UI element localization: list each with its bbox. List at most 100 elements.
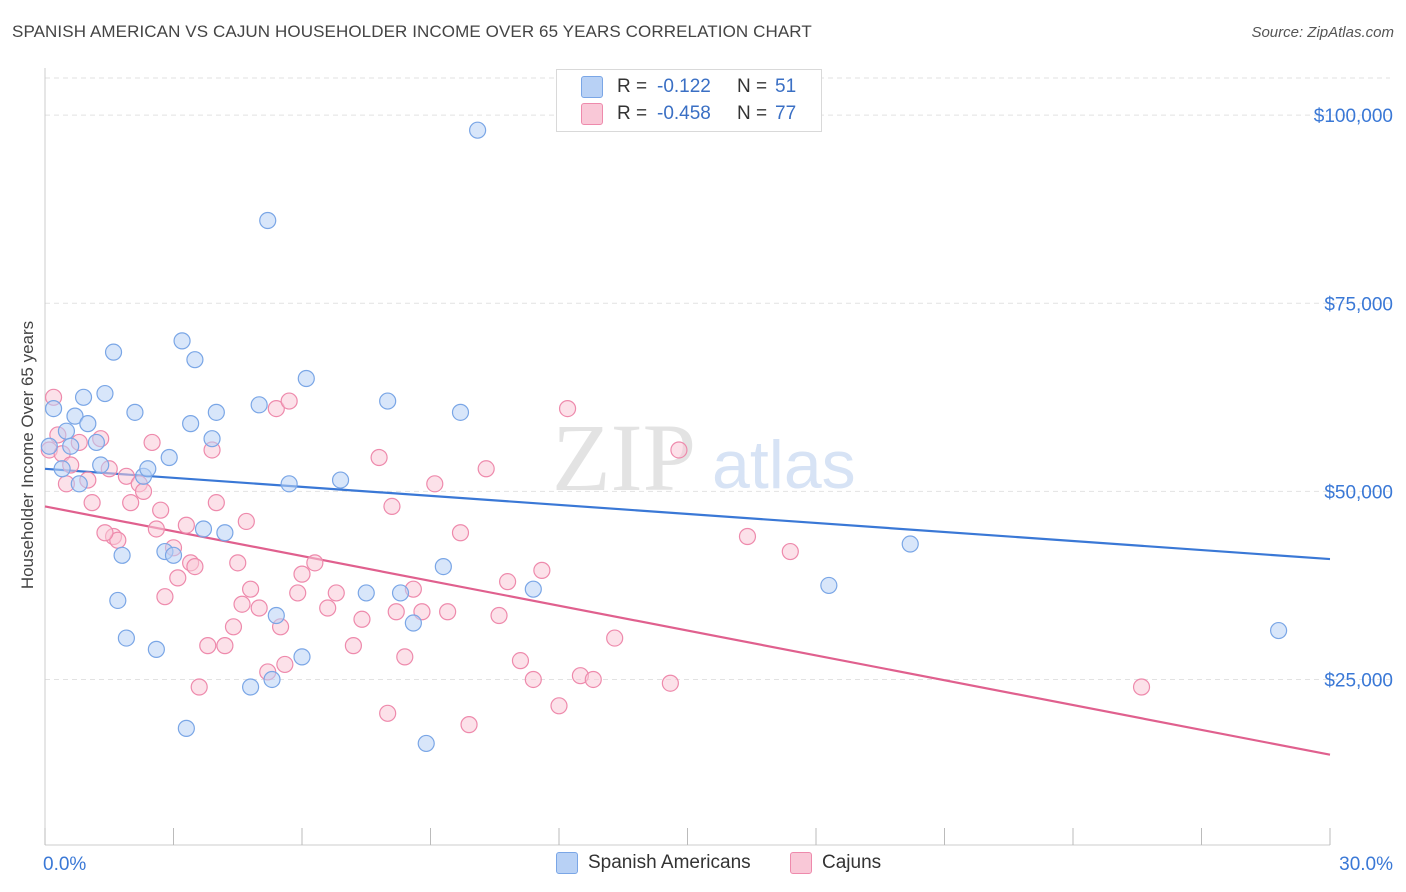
cajun-point — [229, 554, 247, 572]
cajun-point — [344, 637, 362, 655]
spanish-point — [96, 384, 114, 403]
cajun-point — [186, 558, 204, 576]
spanish-point — [293, 648, 311, 666]
cajun-point — [738, 527, 757, 546]
cajun-point — [306, 554, 324, 572]
cajun-point — [280, 392, 298, 410]
r-label: R = — [617, 103, 648, 124]
cajun-point — [781, 542, 799, 561]
legend-item-cajuns[interactable]: Cajuns — [790, 852, 881, 874]
cajun-point — [477, 460, 495, 478]
spanish-point — [44, 399, 63, 418]
cajun-trend-line — [44, 505, 1331, 756]
spanish-point — [92, 456, 110, 474]
cajun-point — [169, 569, 187, 587]
spanish-point — [331, 471, 350, 489]
cajun-point — [199, 637, 217, 655]
spanish-point — [524, 580, 542, 598]
cajun-point — [353, 610, 371, 628]
spanish-point — [160, 448, 178, 467]
spanish-point — [820, 576, 838, 595]
cajun-swatch — [581, 103, 603, 125]
x-tick-label: 0.0% — [43, 854, 86, 875]
cajun-point — [490, 606, 508, 625]
trend-lines — [44, 467, 1331, 756]
spanish-point — [53, 460, 71, 478]
spanish-point — [139, 460, 157, 478]
spanish-point — [203, 430, 221, 448]
spanish-point — [186, 351, 204, 369]
spanish-swatch — [581, 76, 603, 98]
cajun-point — [460, 716, 478, 734]
cajun-point — [550, 697, 568, 715]
y-tick-label: $50,000 — [1324, 482, 1393, 503]
spanish-point — [417, 734, 435, 753]
spanish-point — [207, 403, 225, 421]
cajun-point — [242, 580, 260, 598]
data-points — [40, 121, 1288, 753]
r-value: -0.122 — [657, 76, 711, 97]
y-tick-label: $75,000 — [1324, 294, 1393, 315]
cajun-point — [276, 655, 294, 674]
n-label: N = — [737, 76, 768, 97]
cajun-point — [293, 565, 311, 583]
spanish-point — [173, 332, 191, 350]
n-label: N = — [737, 103, 768, 124]
legend-label-spanish: Spanish Americans — [588, 852, 751, 873]
source-credit: Source: ZipAtlas.com — [1251, 24, 1394, 41]
spanish-point — [469, 121, 487, 139]
spanish-point — [250, 396, 268, 414]
watermark-zip: ZIP — [552, 404, 696, 511]
cajun-point — [289, 584, 307, 602]
n-value: 77 — [775, 103, 797, 124]
cajun-point — [670, 441, 688, 459]
cajun-point — [216, 637, 234, 655]
spanish-point — [57, 422, 76, 440]
spanish-point — [79, 415, 97, 433]
cajun-point — [83, 494, 101, 512]
spanish-point — [357, 584, 375, 602]
cajun-point — [584, 670, 602, 689]
cajun-point — [147, 520, 165, 538]
spanish-point — [259, 211, 277, 230]
y-tick-label: $25,000 — [1324, 670, 1393, 691]
spanish-point — [126, 403, 144, 421]
stats-legend: R = -0.122 N = 51 R = -0.458 N = 77 — [556, 69, 822, 132]
legend-label-cajuns: Cajuns — [822, 852, 882, 873]
spanish-point — [87, 433, 106, 452]
spanish-point — [297, 369, 315, 388]
r-label: R = — [617, 76, 648, 97]
spanish-point — [267, 606, 285, 625]
spanish-point — [40, 437, 58, 455]
spanish-point — [109, 591, 127, 610]
cajun-point — [224, 618, 243, 636]
r-value: -0.458 — [657, 103, 711, 124]
cajun-point — [327, 584, 345, 602]
spanish-legend-swatch — [556, 852, 578, 874]
cajun-point — [370, 448, 388, 467]
cajun-point — [383, 497, 401, 516]
spanish-point — [164, 546, 183, 564]
x-tick-label: 30.0% — [1339, 854, 1393, 875]
spanish-point — [194, 520, 213, 538]
spanish-point — [182, 415, 200, 433]
spanish-point — [74, 388, 93, 406]
cajun-point — [134, 482, 153, 500]
n-value: 51 — [775, 76, 797, 97]
cajun-point — [661, 674, 679, 692]
stats-row-spanish: R = -0.122 N = 51 — [581, 74, 796, 100]
cajun-point — [524, 670, 542, 689]
spanish-point — [379, 392, 397, 410]
cajun-point — [143, 433, 161, 452]
cajun-point — [177, 516, 195, 534]
spanish-point — [104, 343, 123, 361]
legend-item-spanish[interactable]: Spanish Americans — [556, 852, 751, 874]
cajun-point — [207, 494, 225, 512]
cajun-point — [1132, 678, 1151, 696]
spanish-point — [117, 629, 135, 647]
cajun-legend-swatch — [790, 852, 812, 874]
spanish-point — [263, 670, 281, 689]
cajun-point — [426, 475, 444, 493]
spanish-point — [391, 584, 410, 602]
